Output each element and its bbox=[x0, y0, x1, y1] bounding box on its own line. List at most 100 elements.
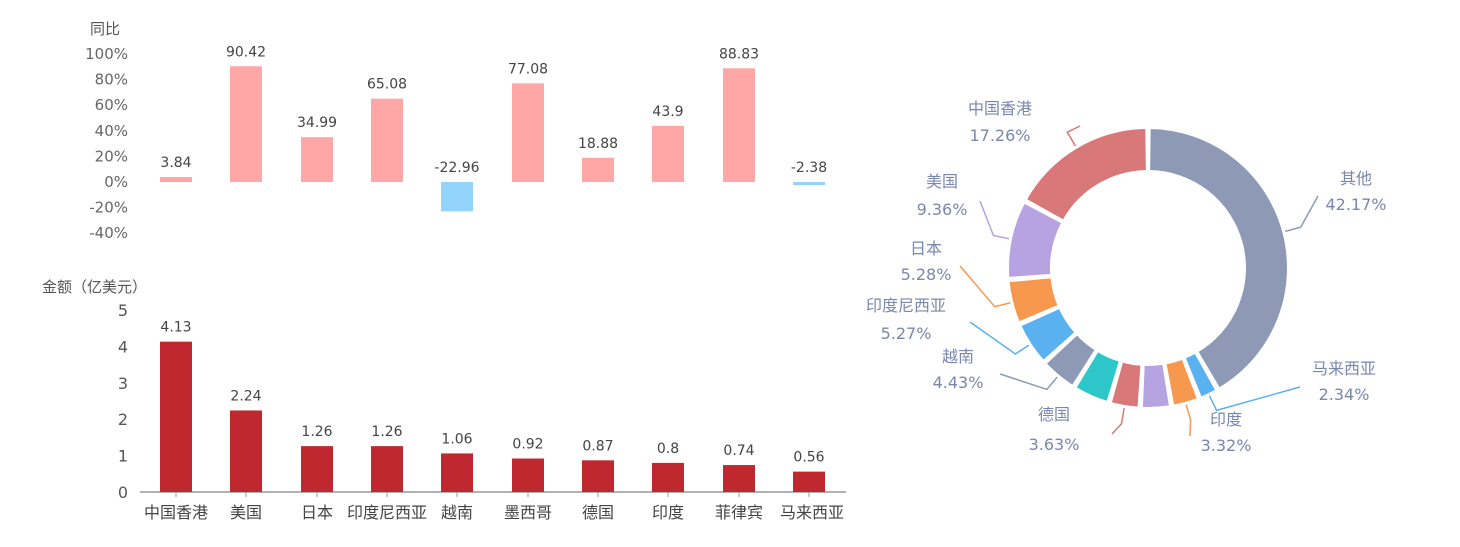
amount-category-label: 中国香港 bbox=[144, 503, 208, 522]
donut-slice[interactable] bbox=[1007, 201, 1064, 280]
amount-category-label: 德国 bbox=[582, 503, 614, 522]
donut-slice-label: 中国香港 bbox=[968, 99, 1032, 118]
donut-slice-percent: 3.32% bbox=[1201, 436, 1252, 455]
amount-y-tick: 3 bbox=[118, 374, 128, 393]
amount-data-label: 0.74 bbox=[723, 443, 754, 459]
donut-slice-percent: 9.36% bbox=[917, 200, 968, 219]
yoy-y-tick: 0% bbox=[104, 173, 128, 191]
donut-slice[interactable] bbox=[1074, 349, 1122, 404]
amount-data-label: 0.92 bbox=[512, 437, 543, 453]
amount-bar[interactable] bbox=[652, 462, 684, 492]
amount-data-label: 1.26 bbox=[301, 424, 332, 440]
yoy-y-tick: 40% bbox=[95, 122, 128, 140]
donut-slice-percent: 3.63% bbox=[1029, 435, 1080, 454]
amount-category-label: 菲律宾 bbox=[715, 503, 763, 522]
amount-category-label: 日本 bbox=[301, 503, 333, 522]
amount-category-label: 越南 bbox=[441, 503, 473, 522]
amount-y-tick: 0 bbox=[118, 483, 128, 502]
donut-leader-line bbox=[1185, 404, 1192, 437]
yoy-bar[interactable] bbox=[230, 66, 262, 182]
donut-slice[interactable] bbox=[1109, 360, 1143, 409]
yoy-data-labels: 3.84 90.42 34.99 65.08 -22.96 77.08 18.88 43.9 8… bbox=[160, 44, 827, 176]
amount-data-label: 0.56 bbox=[793, 450, 824, 466]
donut-leader-line bbox=[969, 321, 1030, 355]
yoy-bar[interactable] bbox=[512, 83, 544, 182]
donut-leader-line bbox=[1285, 195, 1319, 233]
yoy-data-label: 77.08 bbox=[508, 61, 548, 77]
yoy-data-label: -2.38 bbox=[791, 160, 827, 176]
donut-slice-percent: 42.17% bbox=[1325, 195, 1386, 214]
yoy-bar[interactable] bbox=[371, 98, 403, 182]
yoy-bar[interactable] bbox=[652, 125, 684, 182]
amount-category-label: 美国 bbox=[230, 503, 262, 522]
yoy-y-tick: -20% bbox=[89, 199, 128, 217]
yoy-data-label: 34.99 bbox=[297, 115, 337, 131]
yoy-bar[interactable] bbox=[301, 137, 333, 182]
amount-data-labels: 4.13 2.24 1.26 1.26 1.06 0.92 0.87 0.8 0.74 0.56 bbox=[160, 320, 824, 466]
amount-bar[interactable] bbox=[793, 471, 825, 492]
donut-slice-label: 印度 bbox=[1210, 410, 1242, 429]
donut-slice-label: 德国 bbox=[1038, 405, 1070, 424]
yoy-y-tick: 60% bbox=[95, 96, 128, 114]
donut-slice[interactable] bbox=[1183, 351, 1218, 399]
amount-bar[interactable] bbox=[160, 341, 192, 492]
donut-slice-percent: 17.26% bbox=[969, 126, 1030, 145]
amount-y-tick: 2 bbox=[118, 410, 128, 429]
donut-slice-label: 日本 bbox=[910, 239, 942, 258]
donut-slice-label: 美国 bbox=[926, 172, 958, 191]
amount-data-label: 1.06 bbox=[441, 431, 472, 447]
amount-bar[interactable] bbox=[441, 453, 473, 492]
amount-y-tick: 4 bbox=[118, 337, 128, 356]
donut-slice[interactable] bbox=[1148, 126, 1289, 390]
yoy-data-label: 88.83 bbox=[719, 46, 759, 62]
donut-slice[interactable] bbox=[1164, 357, 1200, 407]
yoy-bar[interactable] bbox=[160, 177, 192, 182]
amount-data-label: 2.24 bbox=[230, 388, 261, 404]
amount-category-labels: 中国香港 美国 日本 印度尼西亚 越南 墨西哥 德国 印度 菲律宾 马来西亚 bbox=[144, 492, 844, 522]
yoy-data-label: 18.88 bbox=[578, 136, 618, 152]
donut-slice[interactable] bbox=[1019, 306, 1077, 363]
donut-slice-label: 印度尼西亚 bbox=[866, 296, 946, 315]
yoy-data-label: 90.42 bbox=[226, 44, 266, 60]
amount-category-label: 墨西哥 bbox=[504, 503, 552, 522]
amount-bar[interactable] bbox=[512, 458, 544, 492]
yoy-data-label: -22.96 bbox=[434, 160, 479, 176]
yoy-bar[interactable] bbox=[723, 68, 755, 182]
amount-category-label: 马来西亚 bbox=[780, 503, 844, 522]
amount-y-tick: 5 bbox=[118, 301, 128, 320]
amount-data-label: 4.13 bbox=[160, 320, 191, 336]
amount-bar[interactable] bbox=[582, 460, 614, 492]
donut-leader-line bbox=[999, 373, 1058, 391]
amount-bar[interactable] bbox=[230, 410, 262, 492]
donut-slice[interactable] bbox=[1140, 362, 1172, 409]
amount-bar-chart: 金额（亿美元） 5 4 3 2 1 0 4.13 2.24 1.26 1.26 1.06 0.92 0… bbox=[42, 278, 846, 522]
amount-bar[interactable] bbox=[723, 465, 755, 492]
yoy-bars bbox=[160, 66, 825, 212]
yoy-bar[interactable] bbox=[441, 182, 473, 212]
yoy-y-tick: -40% bbox=[89, 224, 128, 242]
donut-slice-percent: 4.43% bbox=[933, 373, 984, 392]
donut-slice[interactable] bbox=[1007, 276, 1060, 324]
share-donut-chart: 其他 42.17% 马来西亚 2.34% 印度 3.32% 德国 3.63% 越南 4.43% 印度… bbox=[866, 99, 1387, 455]
donut-slice-label: 越南 bbox=[942, 347, 974, 366]
yoy-bar-chart: 同比 100%80%60%40%20%0%-20%-40% 3.8490.423… bbox=[85, 20, 827, 242]
amount-category-label: 印度尼西亚 bbox=[347, 503, 427, 522]
yoy-y-ticks: 100% 80% 60% 40% 20% 0% -20% -40% bbox=[85, 45, 128, 242]
yoy-axis-title: 同比 bbox=[90, 20, 120, 38]
donut-leader-line bbox=[1208, 386, 1301, 412]
yoy-data-label: 43.9 bbox=[652, 104, 683, 120]
donut-slice-percent: 5.27% bbox=[881, 324, 932, 343]
yoy-bar[interactable] bbox=[793, 182, 825, 186]
amount-category-label: 印度 bbox=[652, 503, 684, 522]
yoy-y-tick: 100% bbox=[85, 45, 128, 63]
amount-bar[interactable] bbox=[371, 446, 403, 492]
donut-slice[interactable] bbox=[1024, 126, 1148, 222]
yoy-data-label: 3.84 bbox=[160, 155, 191, 171]
amount-bar[interactable] bbox=[301, 446, 333, 492]
yoy-bar[interactable] bbox=[582, 157, 614, 182]
yoy-y-tick: 80% bbox=[95, 71, 128, 89]
amount-y-tick: 1 bbox=[118, 447, 128, 466]
donut-leader-line bbox=[1066, 125, 1081, 147]
donut-slice[interactable] bbox=[1044, 332, 1098, 388]
amount-y-ticks: 5 4 3 2 1 0 bbox=[118, 301, 128, 502]
